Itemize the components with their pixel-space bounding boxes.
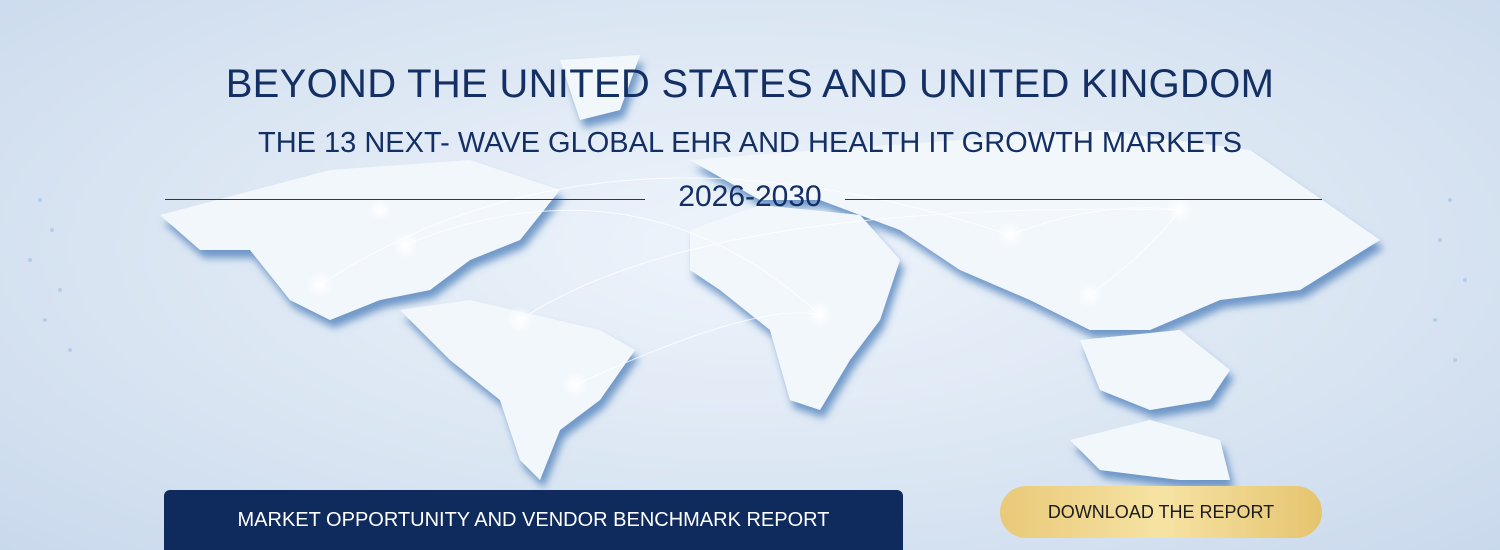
report-label: MARKET OPPORTUNITY AND VENDOR BENCHMARK … [164,490,903,550]
years: 2026-2030 [678,180,822,213]
divider [165,199,645,200]
subtitle: THE 13 NEXT- WAVE GLOBAL EHR AND HEALTH … [257,127,1243,159]
continents [160,55,1380,480]
divider [845,199,1322,200]
download-button[interactable]: DOWNLOAD THE REPORT [1000,486,1322,538]
dot-pattern [28,198,1467,362]
glow-points [306,196,1194,399]
title: BEYOND THE UNITED STATES AND UNITED KING… [225,62,1275,106]
